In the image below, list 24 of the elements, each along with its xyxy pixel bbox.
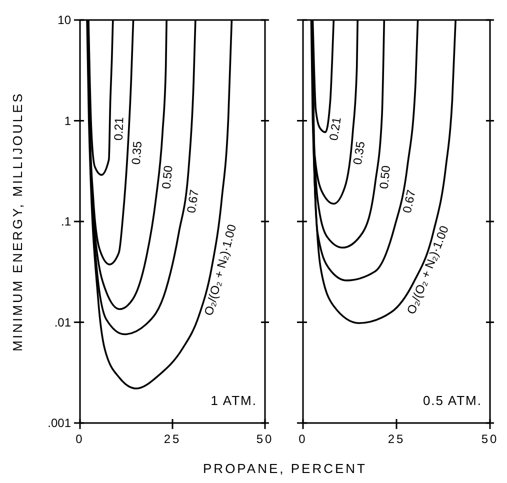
x-tick-label: 50 [481,432,499,446]
text: 0.50 [159,164,176,190]
y-axis-title: MINIMUM ENERGY, MILLIJOULES [10,92,25,352]
x-tick-label: 25 [164,432,182,446]
y-tick-label: .1 [60,214,72,229]
y-tick-label: .01 [54,315,72,330]
text: 0.21 [111,116,126,141]
annotation: 1 ATM. [210,393,257,408]
text: O₂/(O₂ + N₂)·1.00 [201,222,240,317]
x-tick-label: 0 [76,432,84,446]
text: 0.35 [128,140,145,166]
text: 0.67 [184,188,202,214]
text: 0.21 [326,116,344,142]
y-tick-label: 1 [64,114,72,128]
x-tick-label: 25 [388,432,406,446]
x-tick-label: 0 [298,432,308,446]
text: 0.50 [376,164,394,190]
x-axis-title: PROPANE, PERCENT [203,461,367,476]
text: 0.35 [350,140,368,166]
x-tick-label: 50 [256,432,274,446]
text: 0.67 [400,188,419,214]
y-tick-label: 10 [58,13,72,28]
y-tick-label: .001 [48,416,72,430]
annotation: 0.5 ATM. [422,393,482,408]
